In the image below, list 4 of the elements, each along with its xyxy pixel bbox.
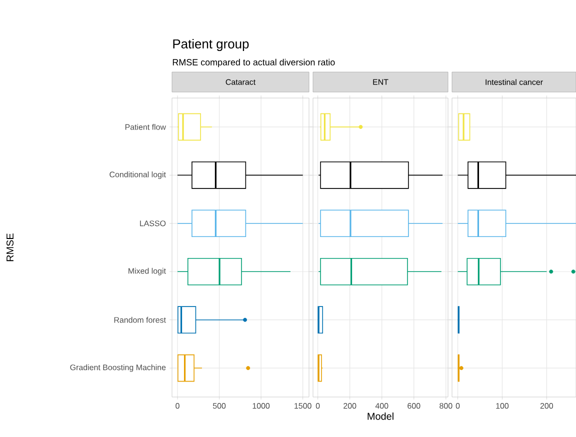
text: Patient group [173, 38, 249, 52]
x-axis-title: Model [368, 412, 394, 420]
y-axis-title: RMSE [6, 234, 14, 262]
text: RMSE compared to actual diversion ratio [172, 58, 335, 68]
